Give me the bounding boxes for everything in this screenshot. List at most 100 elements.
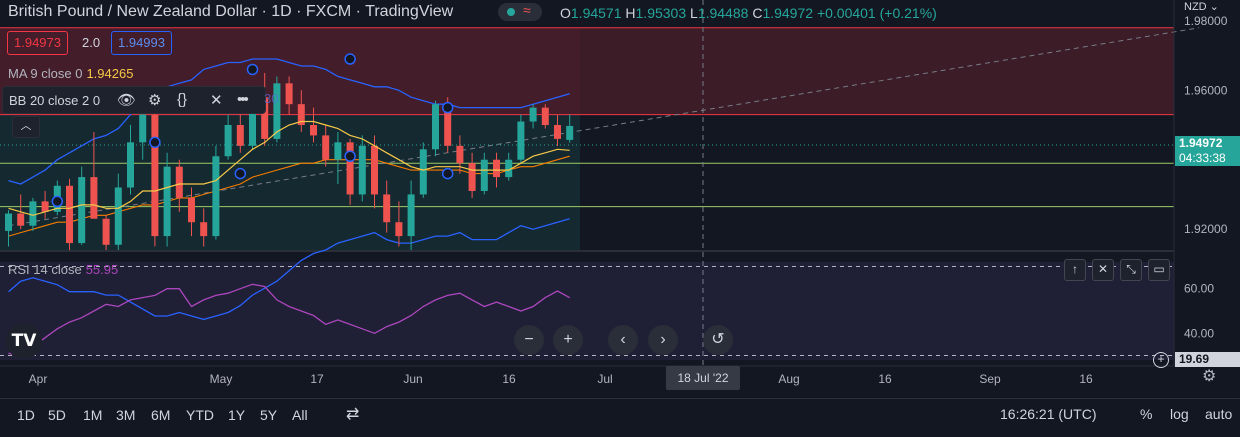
candle-38 bbox=[468, 152, 476, 198]
timeframe-5y[interactable]: 5Y bbox=[260, 407, 278, 423]
candle-body-35 bbox=[432, 104, 439, 150]
candle-body-44 bbox=[541, 107, 549, 125]
time-tick-4: 16 bbox=[502, 372, 516, 386]
gear-icon[interactable]: ⚙ bbox=[148, 92, 162, 109]
candle-body-9 bbox=[114, 187, 122, 245]
candle-body-15 bbox=[188, 197, 195, 223]
timeframe-6m[interactable]: 6M bbox=[151, 407, 171, 423]
zoom-in-button[interactable]: + bbox=[553, 325, 583, 355]
currency-select[interactable]: NZD ⌄ bbox=[1184, 1, 1219, 13]
braces-icon[interactable]: {} bbox=[177, 91, 188, 108]
ma-line bbox=[8, 120, 570, 216]
candle-body-19 bbox=[236, 125, 244, 146]
clock[interactable]: 16:26:21 (UTC) bbox=[1000, 406, 1097, 422]
candle-body-1 bbox=[17, 213, 25, 226]
candle-body-27 bbox=[334, 142, 342, 160]
zone-ext-3 bbox=[580, 207, 1174, 250]
candle-body-41 bbox=[505, 159, 513, 178]
bb-label: BB 20 close 2 0 bbox=[9, 93, 101, 108]
chart-canvas[interactable]: 1.980001.960001.940001.9200060.0040.00Ap… bbox=[0, 0, 1240, 398]
maximize-pane-button[interactable]: ▭ bbox=[1148, 259, 1170, 281]
timeframe-all[interactable]: All bbox=[292, 407, 308, 423]
candle-23 bbox=[285, 76, 293, 115]
candle-body-46 bbox=[566, 125, 574, 140]
time-tick-3: Jun bbox=[403, 372, 422, 386]
candle-body-40 bbox=[493, 159, 500, 178]
time-tick-0: Apr bbox=[29, 372, 48, 386]
candle-body-34 bbox=[419, 149, 427, 195]
collapse-pane-button[interactable]: ⤡ bbox=[1120, 259, 1142, 281]
timeframe-1y[interactable]: 1Y bbox=[228, 407, 246, 423]
rsi-legend[interactable]: RSI 14 close 55.95 bbox=[8, 262, 118, 277]
market-status-pill[interactable] bbox=[498, 3, 542, 21]
candle-44 bbox=[541, 104, 549, 129]
candle-41 bbox=[505, 152, 513, 181]
log-toggle[interactable]: log bbox=[1170, 406, 1189, 422]
compare-icon[interactable]: ⇄ bbox=[346, 406, 360, 423]
scroll-right-button[interactable]: › bbox=[648, 325, 678, 355]
sell-button[interactable]: 1.94973 bbox=[7, 31, 68, 55]
chart-settings-gear-icon[interactable]: ⚙ bbox=[1202, 368, 1217, 385]
close-pane-button[interactable]: ✕ bbox=[1092, 259, 1114, 281]
ma-legend[interactable]: MA 9 close 0 1.94265 bbox=[8, 66, 133, 81]
candle-body-17 bbox=[212, 156, 220, 237]
move-pane-up-button[interactable]: ↑ bbox=[1064, 259, 1086, 281]
ma-label: MA 9 close 0 bbox=[8, 66, 83, 81]
candle-body-7 bbox=[90, 177, 98, 219]
time-tick-8: Sep bbox=[979, 372, 1001, 386]
high-label: H bbox=[625, 5, 636, 21]
timeframe-1m[interactable]: 1M bbox=[83, 407, 103, 423]
timeframe-5d[interactable]: 5D bbox=[48, 407, 66, 423]
candle-2 bbox=[29, 197, 37, 231]
candle-28 bbox=[346, 138, 354, 205]
marker-4 bbox=[344, 53, 356, 65]
candle-29 bbox=[358, 135, 366, 202]
candle-9 bbox=[114, 173, 122, 250]
candle-24 bbox=[297, 90, 305, 132]
candle-body-5 bbox=[66, 185, 73, 244]
high-value: 1.95303 bbox=[635, 5, 687, 21]
candle-43 bbox=[529, 104, 537, 129]
candle-35 bbox=[432, 100, 439, 157]
candle-15 bbox=[188, 187, 195, 237]
close-icon[interactable]: ✕ bbox=[210, 92, 223, 109]
rsi-tick-0: 60.00 bbox=[1184, 282, 1214, 296]
bollinger-bands bbox=[8, 58, 570, 321]
collapse-legend-button[interactable]: ︿ bbox=[12, 116, 40, 138]
candle-body-12 bbox=[151, 114, 159, 237]
timeframe-1d[interactable]: 1D bbox=[17, 407, 35, 423]
rsi-pane bbox=[0, 265, 1174, 357]
candle-5 bbox=[66, 178, 73, 250]
add-plus-icon[interactable]: + bbox=[1153, 352, 1169, 368]
grid-lines bbox=[0, 0, 1240, 367]
scroll-left-button[interactable]: ‹ bbox=[608, 325, 638, 355]
eye-icon[interactable]: 👁 bbox=[117, 92, 137, 109]
bottom-toolbar bbox=[0, 398, 1240, 437]
low-label: L bbox=[690, 5, 698, 21]
candle-16 bbox=[200, 208, 208, 247]
zone-ext-1 bbox=[580, 115, 1174, 164]
candle-27 bbox=[334, 131, 342, 185]
bb-basis-line bbox=[8, 155, 570, 237]
tradingview-logo: TV bbox=[6, 323, 42, 359]
timeframe-3m[interactable]: 3M bbox=[116, 407, 136, 423]
buy-button[interactable]: 1.94993 bbox=[111, 31, 172, 55]
zoom-out-button[interactable]: − bbox=[514, 325, 544, 355]
marker-0 bbox=[51, 195, 64, 208]
more-icon[interactable]: ••• bbox=[237, 91, 249, 108]
crosshair-date-tag: 18 Jul '22 bbox=[666, 366, 740, 390]
bb-legend[interactable]: BB 20 close 2 0 👁 ⚙ {} ✕ ••• bbox=[2, 86, 266, 114]
price-tick-1: 1.96000 bbox=[1184, 83, 1228, 97]
time-tick-1: May bbox=[210, 372, 233, 386]
percent-toggle[interactable]: % bbox=[1140, 406, 1153, 422]
candle-body-13 bbox=[163, 166, 171, 237]
moving-average bbox=[8, 120, 570, 216]
rsi-line bbox=[8, 283, 571, 357]
candle-14 bbox=[175, 159, 183, 212]
auto-toggle[interactable]: auto bbox=[1205, 406, 1233, 422]
candle-12 bbox=[151, 111, 159, 247]
candle-body-14 bbox=[175, 166, 183, 198]
reset-chart-button[interactable]: ↺ bbox=[703, 325, 733, 355]
marker-1 bbox=[149, 136, 161, 149]
timeframe-ytd[interactable]: YTD bbox=[186, 407, 214, 423]
